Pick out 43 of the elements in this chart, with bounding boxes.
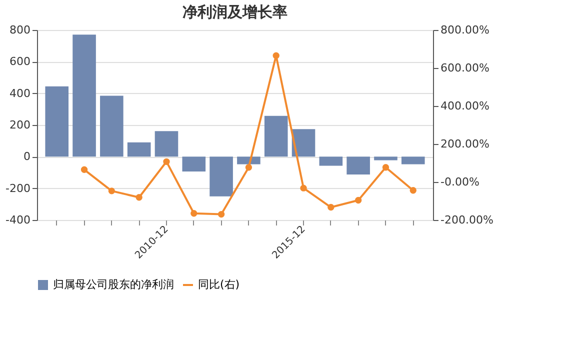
point — [410, 187, 416, 194]
y-tick-label: 200 — [10, 118, 30, 132]
y-tick-label: -400 — [6, 214, 30, 226]
y2-tick-label: 800.00% — [440, 24, 490, 36]
bar — [45, 86, 69, 157]
point — [245, 164, 252, 171]
y-tick-label: 400 — [10, 86, 30, 100]
legend-label: 归属母公司股东的净利润 — [53, 278, 174, 291]
point — [354, 196, 362, 204]
bar — [154, 131, 178, 157]
bar — [210, 156, 233, 196]
bar — [319, 156, 343, 166]
y2-tick-label: -200.00% — [440, 214, 494, 226]
y2-tick-label: 600.00% — [440, 62, 490, 74]
bar — [237, 156, 260, 164]
bar — [292, 129, 316, 157]
point — [272, 52, 280, 59]
bar — [346, 156, 370, 175]
point — [108, 188, 116, 194]
point — [190, 210, 198, 217]
bar — [182, 156, 206, 172]
chart-title: 净利润及增长率 — [182, 3, 288, 21]
point — [136, 194, 142, 201]
bar — [401, 156, 425, 164]
point — [382, 164, 390, 171]
point — [328, 204, 334, 211]
y2-tick-label: 200.00% — [440, 138, 490, 150]
point — [80, 166, 88, 173]
bar — [100, 96, 124, 157]
y-tick-label: 0 — [24, 150, 30, 164]
y-tick-label: 600 — [10, 55, 30, 68]
y-tick-label: -200 — [6, 182, 30, 195]
legend-label: 同比(右) — [198, 278, 240, 291]
y-tick-label: 800 — [10, 24, 30, 36]
bar — [264, 116, 288, 157]
y2-tick-label: -0.00% — [440, 176, 480, 188]
bar — [127, 142, 151, 157]
point — [163, 158, 170, 166]
bar — [374, 156, 398, 160]
bar — [72, 34, 96, 157]
y2-tick-label: 400.00% — [440, 100, 490, 112]
point — [300, 184, 307, 192]
point — [218, 210, 225, 218]
